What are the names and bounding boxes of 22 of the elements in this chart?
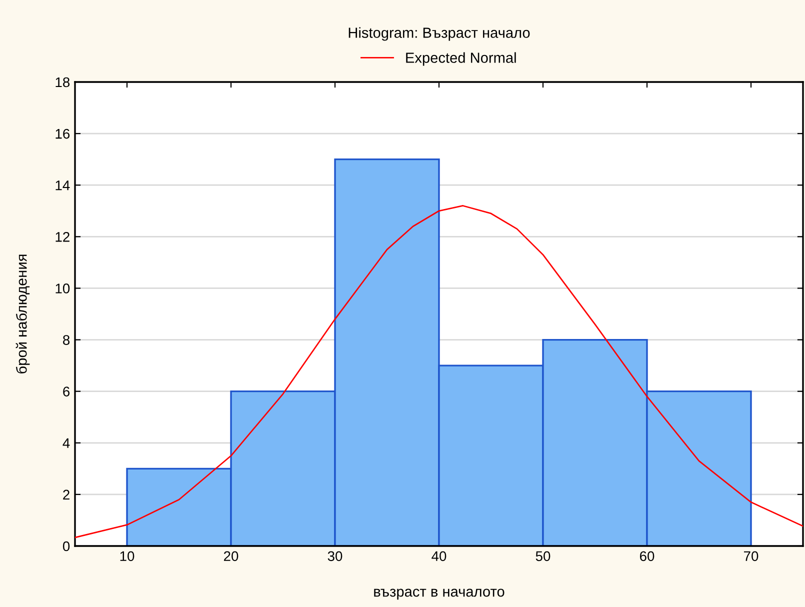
x-axis-title: възраст в началото — [374, 588, 504, 600]
y-tick-label: 2 — [63, 490, 70, 500]
y-tick-label: 10 — [56, 284, 70, 294]
x-tick-label: 20 — [224, 551, 238, 562]
x-tick-label: 40 — [432, 551, 446, 562]
y-tick-label: 6 — [63, 386, 70, 397]
line-series — [75, 205, 803, 538]
y-tick-label: 14 — [56, 180, 70, 190]
x-tick-label: 50 — [536, 551, 550, 562]
legend-label: Expected Normal — [406, 52, 516, 66]
y-tick-label: 12 — [56, 232, 70, 242]
y-axis-title: брой наблюдения — [16, 254, 30, 374]
chart-title: Histogram: Възраст начало — [348, 27, 530, 41]
y-tick-label: 8 — [63, 335, 70, 345]
y-tick-label: 4 — [62, 438, 70, 448]
x-tick-label: 10 — [120, 551, 134, 562]
x-tick-label: 30 — [328, 551, 342, 562]
y-tick-label: 18 — [56, 77, 70, 88]
y-tick-label: 0 — [62, 541, 70, 552]
y-tick-label: 16 — [56, 128, 70, 139]
x-tick-label: 60 — [640, 551, 654, 562]
x-tick-label: 70 — [744, 551, 758, 562]
